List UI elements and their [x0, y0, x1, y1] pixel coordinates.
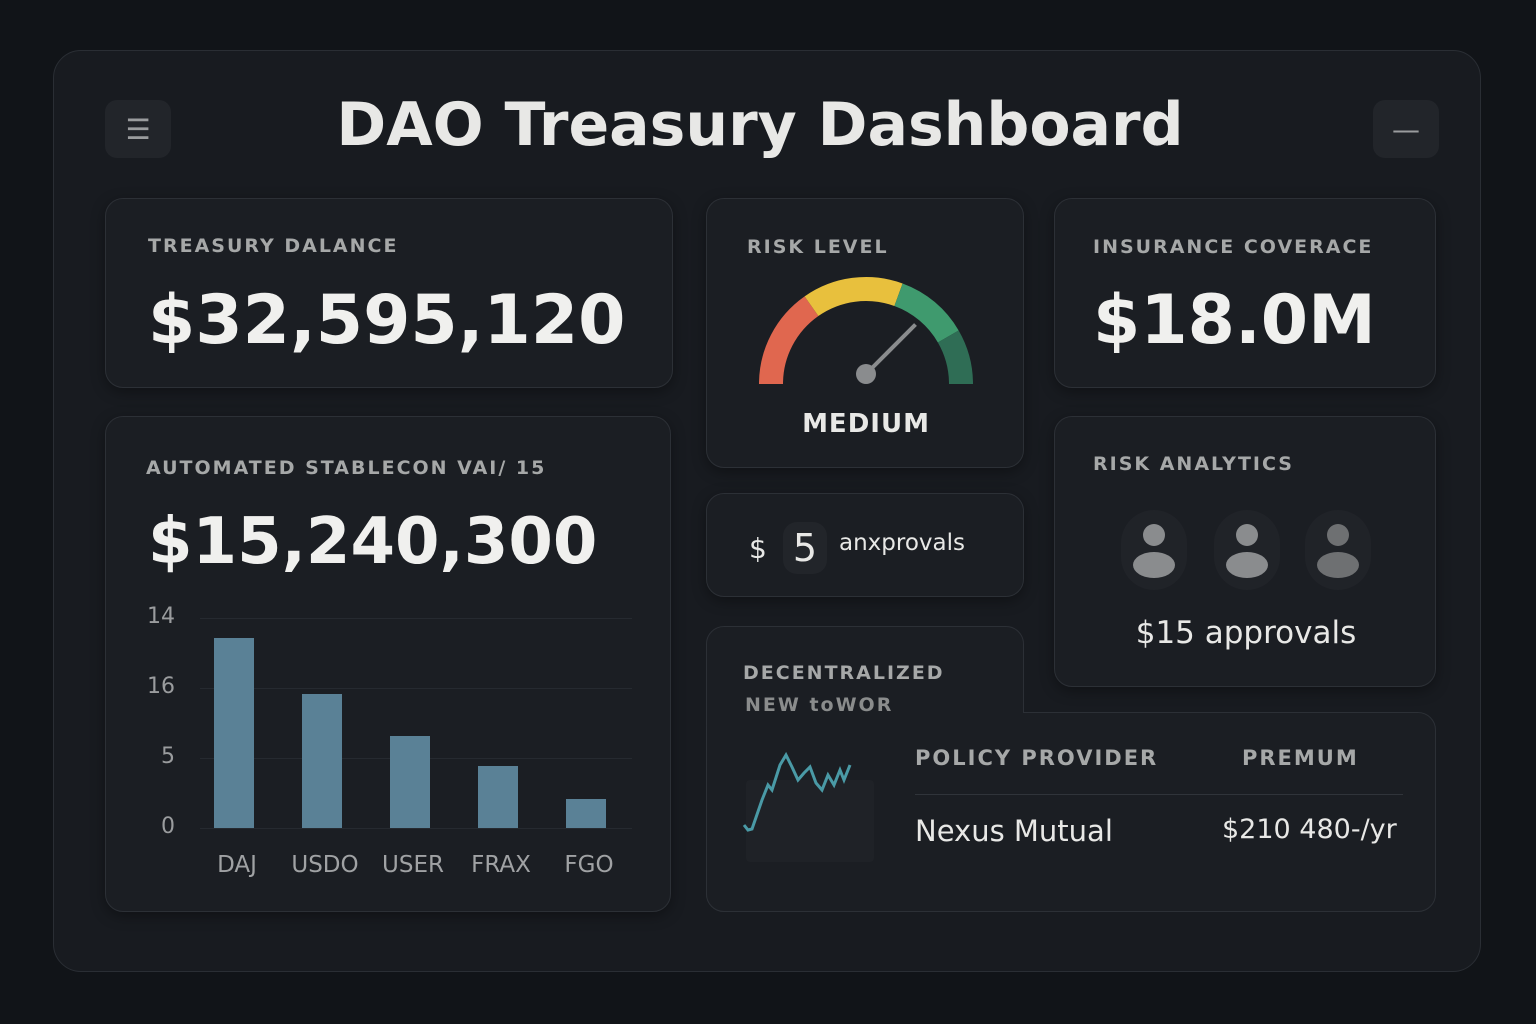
table-cell-premium: $210 480-/yr [1222, 814, 1397, 845]
gauge-hub [856, 364, 876, 384]
stablecoin-card: AUTOMATED STABLECON VAI/ 15 $15,240,300 [105, 416, 671, 912]
table-header-provider: POLICY PROVIDER [915, 746, 1159, 770]
risk-gauge [759, 277, 973, 385]
minimize-icon: — [1392, 112, 1420, 146]
gauge-segment [759, 296, 819, 385]
treasury-balance-card: TREASURY DALANCE $32,595,120 [105, 198, 673, 388]
user-icon [1226, 524, 1268, 578]
gridline [200, 828, 632, 829]
gridline [200, 618, 632, 619]
gridline [200, 688, 632, 689]
approvals-text: anxprovals [839, 530, 965, 556]
hamburger-menu-icon: ☰ [125, 112, 151, 146]
x-tick-label: USDO [291, 852, 359, 878]
user-icon [1133, 524, 1175, 578]
gauge-segment [894, 283, 959, 343]
sparkline-bg [746, 780, 874, 862]
decentralized-sublabel: NEW toWOR [745, 694, 894, 716]
avatar [1121, 510, 1187, 590]
sparkline-chart [742, 751, 874, 862]
y-tick-label: 16 [147, 674, 175, 699]
insurance-value: $18.0M [1093, 281, 1376, 360]
card-label: AUTOMATED STABLECON VAI/ 15 [146, 457, 547, 479]
gauge-needle [864, 323, 917, 376]
approvals-card: $ 5 anxprovals [706, 493, 1024, 597]
stablecoin-value: $15,240,300 [148, 505, 598, 579]
page-title: DAO Treasury Dashboard [336, 90, 1184, 160]
avatar [1305, 510, 1371, 590]
x-tick-label: DAJ [217, 852, 257, 878]
gauge-segment [804, 277, 903, 317]
bar-fgo [566, 798, 606, 828]
risk-analytics-approvals: $15 approvals [1135, 615, 1357, 651]
bar-frax [478, 766, 518, 828]
menu-button[interactable]: ☰ [105, 100, 171, 158]
risk-level-card: RISK LEVEL MEDIUM [706, 198, 1024, 468]
risk-level-value: MEDIUM [802, 409, 930, 439]
bar-daj [214, 637, 254, 828]
user-icon [1317, 524, 1359, 578]
bar-usdo [302, 693, 342, 828]
card-join [707, 700, 1023, 740]
card-label: RISK LEVEL [747, 236, 889, 258]
x-tick-label: FRAX [471, 852, 531, 878]
x-tick-label: USER [382, 852, 444, 878]
divider [915, 794, 1403, 795]
approvals-count: 5 [783, 522, 827, 574]
insurance-coverage-card: INSURANCE COVERACE $18.0M [1054, 198, 1436, 388]
gauge-segment [937, 330, 973, 385]
card-label: RISK ANALYTICS [1093, 453, 1294, 475]
avatar [1214, 510, 1280, 590]
table-header-premium: PREMUM [1242, 746, 1359, 770]
y-tick-label: 14 [147, 604, 175, 629]
approvals-prefix: $ [749, 532, 767, 565]
table-cell-provider: Nexus Mutual [915, 814, 1113, 848]
minimize-button[interactable]: — [1373, 100, 1439, 158]
y-tick-label: 5 [161, 744, 175, 769]
y-tick-label: 0 [161, 814, 175, 839]
decentralized-label: DECENTRALIZED [743, 662, 945, 684]
card-label: INSURANCE COVERACE [1093, 236, 1374, 258]
treasury-value: $32,595,120 [148, 281, 626, 360]
x-tick-label: FGO [564, 852, 614, 878]
card-label: TREASURY DALANCE [148, 235, 399, 257]
sparkline [742, 751, 852, 832]
bar-user [390, 735, 430, 828]
